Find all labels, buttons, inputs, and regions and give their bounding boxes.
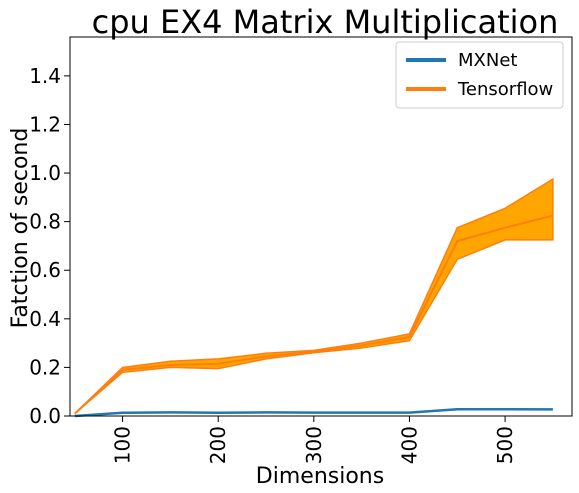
y-axis-label: Fatction of second	[8, 128, 33, 329]
legend-label-mxnet: MXNet	[458, 50, 517, 71]
y-tick-label: 0.0	[29, 404, 61, 428]
mxnet-line	[74, 407, 553, 418]
tensorflow-line	[74, 214, 554, 415]
axes: 0.0 0.2 0.4 0.6 0.8 1.0 1.2 1.4 100 200 300 400 500	[29, 36, 573, 464]
plot-area	[74, 177, 554, 418]
x-tick-label: 300	[302, 426, 326, 464]
x-tick-label: 500	[493, 426, 517, 464]
legend: MXNet Tensorflow	[395, 41, 564, 109]
y-tick-label: 0.6	[29, 258, 61, 282]
chart-title: cpu EX4 Matrix Multiplication	[92, 3, 559, 41]
x-tick-label: 200	[206, 426, 230, 464]
y-tick-label: 1.2	[29, 112, 61, 136]
legend-label-tensorflow: Tensorflow	[457, 79, 553, 100]
y-tick-label: 0.8	[29, 210, 61, 234]
x-tick-label: 400	[397, 426, 421, 464]
y-tick-label: 1.0	[29, 161, 61, 185]
x-axis-label: Dimensions	[256, 464, 384, 489]
y-tick-label: 0.2	[29, 355, 61, 379]
x-tick-label: 100	[111, 426, 135, 464]
plot-frame	[69, 36, 573, 417]
tensorflow-band	[74, 177, 554, 415]
y-tick-label: 0.4	[29, 307, 61, 331]
y-tick-label: 1.4	[29, 64, 61, 88]
